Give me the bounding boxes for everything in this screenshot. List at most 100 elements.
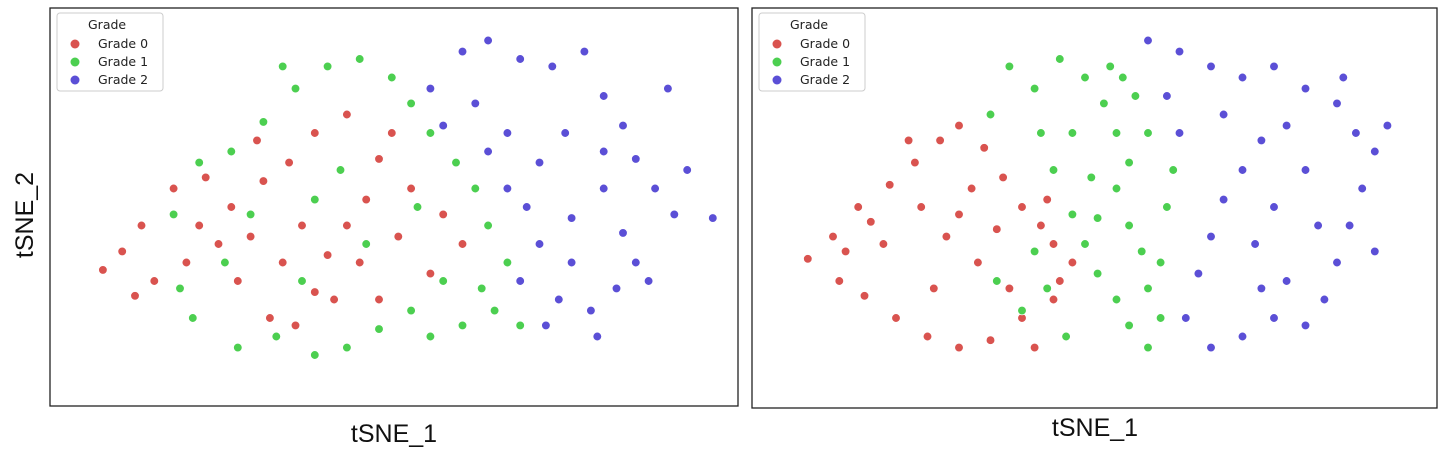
point-grade-1 <box>194 157 204 168</box>
point-grade-1 <box>1036 128 1046 138</box>
point-grade-2 <box>1344 220 1355 231</box>
point-grade-2 <box>650 183 660 194</box>
legend-label-grade-0: Grade 0 <box>800 36 850 51</box>
point-grade-1 <box>1067 209 1078 220</box>
point-grade-1 <box>188 313 198 323</box>
point-grade-1 <box>1092 268 1103 279</box>
point-grade-0 <box>954 120 964 131</box>
point-grade-1 <box>1004 61 1015 72</box>
point-grade-0 <box>922 331 933 342</box>
point-grade-2 <box>1250 239 1260 249</box>
point-grade-0 <box>954 209 964 220</box>
point-grade-0 <box>322 250 333 260</box>
point-grade-1 <box>489 305 500 316</box>
point-grade-2 <box>1332 257 1342 268</box>
point-grade-1 <box>406 305 416 316</box>
point-grade-1 <box>1111 128 1122 138</box>
point-grade-1 <box>502 257 513 268</box>
point-grade-2 <box>1300 83 1311 94</box>
point-grade-2 <box>1319 294 1330 305</box>
legend-marker-grade-1 <box>772 57 782 67</box>
point-grade-0 <box>387 128 397 138</box>
point-grade-2 <box>592 331 602 342</box>
point-grade-0 <box>1055 276 1065 286</box>
point-grade-2 <box>643 276 654 286</box>
point-grade-2 <box>669 209 679 220</box>
point-grade-0 <box>265 313 275 323</box>
point-grade-0 <box>916 202 926 212</box>
point-grade-0 <box>1042 194 1052 205</box>
point-grade-0 <box>803 254 813 264</box>
point-grade-0 <box>181 257 192 268</box>
point-grade-1 <box>271 331 281 342</box>
point-grade-1 <box>342 342 352 353</box>
point-grade-2 <box>1357 183 1367 194</box>
point-grade-1 <box>1118 72 1128 83</box>
point-grade-0 <box>297 220 307 231</box>
point-grade-0 <box>828 231 838 242</box>
point-grade-2 <box>566 257 577 268</box>
point-grade-0 <box>278 257 288 268</box>
point-grade-0 <box>1036 220 1046 231</box>
legend-marker-grade-2 <box>70 75 80 85</box>
point-grade-0 <box>361 194 371 205</box>
point-grade-0 <box>910 157 920 168</box>
legend-label-grade-2: Grade 2 <box>98 72 148 87</box>
plot-frame <box>751 7 1438 409</box>
point-grade-2 <box>1206 231 1216 242</box>
point-grade-2 <box>1370 146 1380 157</box>
point-grade-0 <box>342 109 352 120</box>
point-grade-2 <box>1206 342 1216 353</box>
legend-marker-grade-2 <box>772 75 782 85</box>
point-grade-2 <box>1237 165 1248 175</box>
point-grade-1 <box>374 324 384 334</box>
point-grade-1 <box>290 83 301 94</box>
point-grade-0 <box>966 183 977 194</box>
point-grade-2 <box>599 183 609 194</box>
point-grade-1 <box>412 202 423 212</box>
point-grade-0 <box>853 202 863 212</box>
point-grade-1 <box>1155 313 1166 323</box>
point-grade-2 <box>1313 220 1323 231</box>
point-grade-1 <box>1137 246 1147 257</box>
point-grade-2 <box>599 146 609 157</box>
legend-label-grade-1: Grade 1 <box>800 54 850 69</box>
point-grade-2 <box>1181 313 1191 323</box>
legend-box <box>758 12 866 92</box>
point-grade-1 <box>387 72 397 83</box>
point-grade-1 <box>175 283 185 294</box>
point-grade-0 <box>834 276 844 286</box>
point-grade-2 <box>586 305 596 316</box>
point-grade-2 <box>682 165 692 175</box>
point-grade-1 <box>457 320 468 331</box>
point-grade-0 <box>1048 294 1059 305</box>
point-grade-1 <box>361 239 371 249</box>
point-grade-1 <box>1029 246 1040 257</box>
point-grade-2 <box>1237 72 1248 83</box>
point-grade-0 <box>290 320 301 331</box>
point-grade-0 <box>859 291 870 301</box>
point-grade-1 <box>1092 213 1103 223</box>
point-grade-2 <box>1338 72 1348 83</box>
point-grade-2 <box>522 202 532 212</box>
point-grade-2 <box>631 154 641 164</box>
point-grade-1 <box>1067 128 1078 138</box>
point-grade-0 <box>885 180 895 190</box>
point-grade-0 <box>941 231 952 242</box>
scatter-panel-right: Grade Grade 0 Grade 1 Grade 2 tSNE_1 <box>751 7 1438 442</box>
legend-box <box>56 12 164 92</box>
point-grade-1 <box>1099 98 1109 109</box>
point-grade-1 <box>1143 283 1153 294</box>
point-grade-0 <box>1004 283 1015 294</box>
point-grade-1 <box>1124 320 1134 331</box>
point-grade-0 <box>245 231 256 242</box>
point-grade-1 <box>1111 294 1122 305</box>
point-grade-2 <box>1174 46 1185 57</box>
point-grade-1 <box>310 350 320 360</box>
point-grade-1 <box>1130 91 1141 101</box>
point-grade-1 <box>470 183 480 194</box>
point-grade-2 <box>438 120 448 131</box>
point-grade-2 <box>1256 283 1267 294</box>
point-grade-0 <box>406 183 416 194</box>
